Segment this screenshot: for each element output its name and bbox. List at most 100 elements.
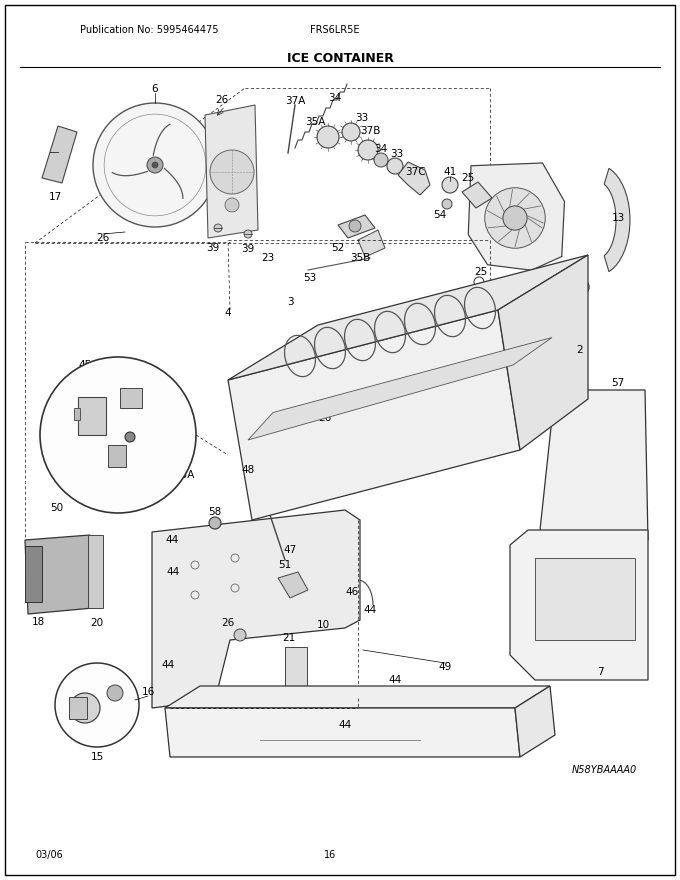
Text: 52: 52 bbox=[331, 243, 345, 253]
Text: 35B: 35B bbox=[350, 253, 370, 263]
Text: 37B: 37B bbox=[360, 126, 380, 136]
Bar bbox=[108, 445, 126, 467]
Circle shape bbox=[125, 432, 135, 442]
Circle shape bbox=[358, 140, 378, 160]
Polygon shape bbox=[358, 230, 385, 257]
Polygon shape bbox=[469, 163, 564, 270]
Text: 35A: 35A bbox=[305, 117, 325, 127]
Circle shape bbox=[225, 198, 239, 212]
Bar bbox=[285, 647, 307, 687]
Circle shape bbox=[55, 663, 139, 747]
Polygon shape bbox=[42, 126, 77, 183]
Text: 25: 25 bbox=[461, 173, 475, 183]
Circle shape bbox=[349, 220, 361, 232]
Circle shape bbox=[485, 187, 545, 248]
Circle shape bbox=[147, 157, 163, 173]
Text: 34: 34 bbox=[375, 144, 388, 154]
Polygon shape bbox=[205, 105, 258, 238]
Circle shape bbox=[387, 158, 403, 174]
Text: 4: 4 bbox=[224, 308, 231, 318]
Circle shape bbox=[342, 123, 360, 141]
Circle shape bbox=[234, 629, 246, 641]
Text: 16: 16 bbox=[141, 687, 154, 697]
Text: 26: 26 bbox=[216, 95, 228, 105]
Polygon shape bbox=[535, 558, 635, 640]
Text: 23: 23 bbox=[261, 253, 275, 263]
Text: 44: 44 bbox=[161, 660, 175, 670]
Text: 54: 54 bbox=[433, 210, 447, 220]
Polygon shape bbox=[498, 255, 588, 450]
Text: 55: 55 bbox=[541, 288, 555, 298]
Text: 37A: 37A bbox=[285, 96, 305, 106]
Text: 6: 6 bbox=[152, 84, 158, 94]
Text: 3: 3 bbox=[287, 297, 293, 307]
Text: 15: 15 bbox=[90, 752, 103, 762]
Circle shape bbox=[260, 492, 272, 504]
Text: 39: 39 bbox=[206, 243, 220, 253]
Text: 45B: 45B bbox=[142, 427, 163, 437]
Text: 47: 47 bbox=[284, 545, 296, 555]
Text: 51: 51 bbox=[278, 560, 292, 570]
Circle shape bbox=[210, 150, 254, 194]
Text: 44: 44 bbox=[388, 675, 402, 685]
Text: 44: 44 bbox=[165, 535, 179, 545]
Text: 2: 2 bbox=[577, 345, 583, 355]
Text: 18: 18 bbox=[31, 617, 45, 627]
Text: 26: 26 bbox=[403, 377, 417, 387]
Polygon shape bbox=[248, 476, 270, 500]
Circle shape bbox=[209, 517, 221, 529]
Text: 20: 20 bbox=[90, 618, 103, 628]
Bar bbox=[120, 388, 142, 408]
Text: 26: 26 bbox=[318, 413, 332, 423]
Circle shape bbox=[374, 153, 388, 167]
Circle shape bbox=[317, 126, 339, 148]
Text: 56: 56 bbox=[575, 295, 588, 305]
Polygon shape bbox=[165, 708, 520, 757]
Text: 21: 21 bbox=[282, 633, 296, 643]
Circle shape bbox=[503, 206, 527, 230]
Text: 7: 7 bbox=[596, 667, 603, 677]
Text: 58: 58 bbox=[208, 507, 222, 517]
Text: 26: 26 bbox=[97, 233, 109, 243]
Text: Publication No: 5995464475: Publication No: 5995464475 bbox=[80, 25, 218, 35]
Text: 33: 33 bbox=[356, 113, 369, 123]
Text: 33: 33 bbox=[390, 149, 404, 159]
Text: 44: 44 bbox=[363, 605, 377, 615]
Circle shape bbox=[442, 177, 458, 193]
Bar bbox=[74, 408, 80, 420]
Polygon shape bbox=[515, 686, 555, 757]
Text: 25: 25 bbox=[475, 267, 488, 277]
Text: 17: 17 bbox=[48, 192, 62, 202]
Circle shape bbox=[40, 357, 196, 513]
Text: 49: 49 bbox=[439, 662, 452, 672]
Text: 57: 57 bbox=[611, 378, 625, 388]
Bar bbox=[25, 546, 42, 602]
Text: FRS6LR5E: FRS6LR5E bbox=[310, 25, 360, 35]
Polygon shape bbox=[462, 182, 492, 208]
Polygon shape bbox=[540, 390, 648, 555]
Text: 13: 13 bbox=[611, 213, 625, 223]
Text: 41: 41 bbox=[443, 167, 457, 177]
Text: 45A: 45A bbox=[175, 470, 195, 480]
Text: 03/06: 03/06 bbox=[35, 850, 63, 860]
Bar bbox=[88, 535, 103, 608]
Polygon shape bbox=[604, 168, 630, 272]
Text: 48: 48 bbox=[241, 465, 254, 475]
Circle shape bbox=[152, 162, 158, 168]
Circle shape bbox=[107, 685, 123, 701]
Text: 45C: 45C bbox=[62, 388, 82, 398]
Text: 45: 45 bbox=[78, 360, 92, 370]
Text: N58YBAAAA0: N58YBAAAA0 bbox=[572, 765, 637, 775]
Polygon shape bbox=[338, 215, 375, 238]
Polygon shape bbox=[228, 310, 520, 520]
Circle shape bbox=[214, 224, 222, 232]
Text: 46: 46 bbox=[345, 587, 358, 597]
Polygon shape bbox=[25, 535, 93, 614]
Text: 37C: 37C bbox=[405, 167, 425, 177]
Bar bbox=[69, 697, 87, 719]
Text: ICE CONTAINER: ICE CONTAINER bbox=[286, 52, 394, 64]
Text: 26: 26 bbox=[222, 618, 235, 628]
Text: 45D: 45D bbox=[142, 380, 164, 390]
Text: 16: 16 bbox=[324, 850, 336, 860]
Text: 39: 39 bbox=[241, 244, 254, 254]
